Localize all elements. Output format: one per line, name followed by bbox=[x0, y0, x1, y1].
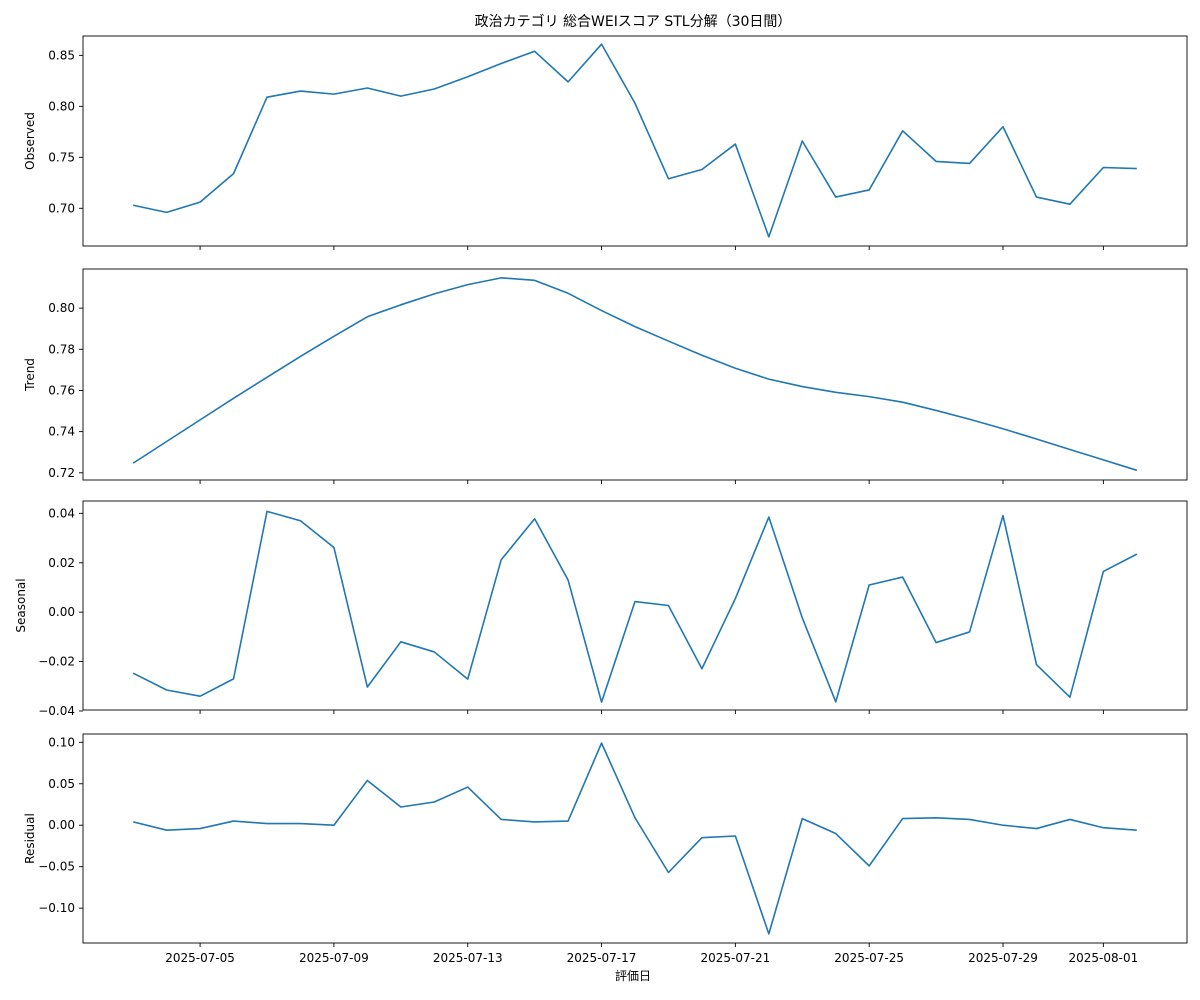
panel-residual: −0.10 −0.05 0.00 0.05 0.10 Residual 2025-07-05… bbox=[23, 733, 1188, 965]
y-tick-label: 0.80 bbox=[48, 301, 75, 315]
y-tick-label: 0.04 bbox=[48, 506, 75, 520]
panels-group: 0.70 0.75 0.80 0.85 Observed 0.72 0.74 0.76 0.78… bbox=[14, 35, 1188, 965]
x-tick-label: 2025-07-21 bbox=[700, 951, 770, 965]
y-axis-label: Seasonal bbox=[14, 578, 28, 632]
y-tick-label: 0.02 bbox=[48, 556, 75, 570]
x-tick-label: 2025-07-25 bbox=[834, 951, 904, 965]
panel-trend: 0.72 0.74 0.76 0.78 0.80 Trend bbox=[23, 268, 1188, 484]
panel-observed: 0.70 0.75 0.80 0.85 Observed bbox=[23, 35, 1188, 250]
y-tick-label: 0.72 bbox=[48, 466, 75, 480]
series-line-trend bbox=[132, 277, 1138, 472]
x-tick-label: 2025-07-05 bbox=[165, 951, 235, 965]
y-axis-label: Trend bbox=[23, 358, 37, 392]
y-tick-label: 0.76 bbox=[48, 383, 75, 397]
panel-seasonal: −0.04 −0.02 0.00 0.02 0.04 Seasonal bbox=[14, 500, 1188, 718]
chart-title: 政治カテゴリ 総合WEIスコア STL分解（30日間） bbox=[475, 13, 792, 30]
axes-frame bbox=[82, 733, 1188, 944]
x-tick-label: 2025-07-29 bbox=[968, 951, 1038, 965]
x-tick-label: 2025-07-17 bbox=[567, 951, 637, 965]
series-line-residual bbox=[132, 742, 1137, 935]
y-tick-label: 0.05 bbox=[48, 777, 75, 791]
y-axis-label: Residual bbox=[23, 813, 37, 864]
x-axis-label: 評価日 bbox=[615, 968, 651, 983]
y-tick-label: −0.10 bbox=[38, 901, 75, 915]
x-tick-label: 2025-07-13 bbox=[433, 951, 503, 965]
series-line-seasonal bbox=[132, 510, 1138, 703]
axes-frame bbox=[82, 268, 1188, 481]
y-tick-label: 0.85 bbox=[48, 48, 75, 62]
y-tick-label: 0.00 bbox=[48, 818, 75, 832]
series-line-observed bbox=[133, 43, 1137, 238]
y-tick-label: −0.05 bbox=[38, 860, 75, 874]
y-tick-label: 0.78 bbox=[48, 342, 75, 356]
y-tick-label: 0.74 bbox=[48, 425, 75, 439]
x-tick-label: 2025-07-09 bbox=[299, 951, 369, 965]
y-tick-label: 0.75 bbox=[48, 150, 75, 164]
y-tick-label: 0.10 bbox=[48, 735, 75, 749]
y-tick-label: −0.02 bbox=[38, 655, 75, 669]
axes-frame bbox=[82, 500, 1188, 711]
y-tick-label: 0.00 bbox=[48, 605, 75, 619]
x-tick-label: 2025-08-01 bbox=[1068, 951, 1138, 965]
y-axis-label: Observed bbox=[23, 112, 37, 170]
y-tick-label: 0.70 bbox=[48, 201, 75, 215]
y-tick-label: 0.80 bbox=[48, 99, 75, 113]
y-tick-label: −0.04 bbox=[38, 704, 75, 718]
axes-frame bbox=[82, 35, 1188, 247]
